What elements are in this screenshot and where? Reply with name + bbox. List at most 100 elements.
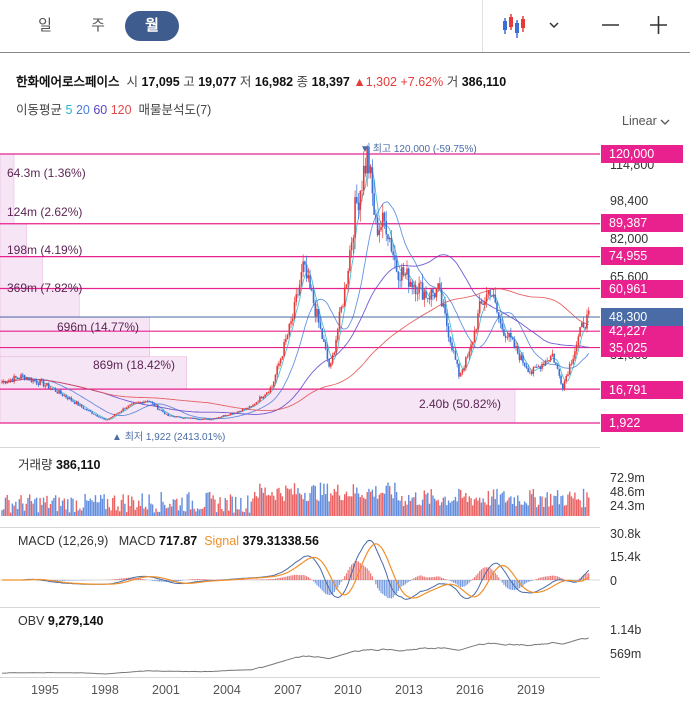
macd-histogram-bar <box>435 576 438 580</box>
price-chart[interactable] <box>0 140 600 445</box>
volume-bar <box>108 507 111 516</box>
volume-bar <box>472 505 474 516</box>
volume-axis-tick: 48.6m <box>610 485 645 499</box>
candle-body <box>127 405 130 408</box>
volume-bar <box>6 495 8 516</box>
candle-body <box>560 375 562 384</box>
macd-histogram-bar <box>286 576 289 580</box>
candle-body <box>144 401 147 402</box>
moving-average-legend[interactable]: 이동평균 5 20 60 120 매물분석도(7) <box>16 99 211 118</box>
candle-body <box>333 352 336 355</box>
volume-bar <box>560 496 562 516</box>
volume-bar <box>283 500 285 516</box>
volume-bar <box>537 504 540 516</box>
volume-bar <box>20 495 22 516</box>
candle-body <box>575 344 578 352</box>
macd-histogram-bar <box>190 579 192 580</box>
volume-bar <box>347 496 349 516</box>
minus-icon[interactable] <box>592 8 628 44</box>
candle-body <box>105 419 107 421</box>
candle-body <box>143 401 145 404</box>
volume-bar <box>241 511 244 516</box>
candle-body <box>283 341 285 357</box>
candle-body <box>177 416 180 418</box>
plus-icon[interactable] <box>640 8 676 44</box>
volume-bar <box>215 512 218 516</box>
volume-bar <box>110 510 112 516</box>
volume-bar <box>231 496 233 516</box>
candle-body <box>461 369 464 373</box>
high-label: 고 <box>183 75 195 89</box>
macd-histogram-bar <box>371 576 373 580</box>
scale-mode-select[interactable]: Linear <box>622 114 670 128</box>
macd-histogram-bar <box>584 574 586 580</box>
macd-histogram-bar <box>347 570 349 580</box>
macd-histogram-bar <box>151 580 154 581</box>
volume-bar <box>440 502 443 516</box>
tab-month[interactable]: 월 <box>125 11 179 41</box>
volume-bar <box>221 508 223 516</box>
volume-bar <box>562 495 564 516</box>
tab-day[interactable]: 일 <box>38 17 52 34</box>
tab-week[interactable]: 주 <box>91 17 105 34</box>
candle-body <box>42 380 45 387</box>
macd-histogram-bar <box>408 580 410 582</box>
macd-axis-tick: 30.8k <box>610 527 641 541</box>
macd-histogram-bar <box>325 580 327 594</box>
volume-bar <box>581 507 583 516</box>
volume-bar <box>375 486 377 516</box>
candle-body <box>466 356 469 358</box>
macd-histogram-bar <box>544 576 547 580</box>
macd-histogram-bar <box>321 580 323 591</box>
candle-body <box>70 397 73 401</box>
candle-body <box>198 419 201 421</box>
volume-bar <box>363 497 365 516</box>
volume-bar <box>536 507 538 516</box>
macd-histogram-bar <box>425 577 427 580</box>
macd-histogram-bar <box>200 579 202 580</box>
volume-axis-tick: 72.9m <box>610 471 645 485</box>
volume-bar <box>451 501 453 516</box>
candle-body <box>250 406 253 408</box>
macd-histogram-bar <box>174 580 176 582</box>
obv-chart[interactable] <box>0 608 600 678</box>
candle-body <box>304 261 306 265</box>
candle-body <box>131 403 133 405</box>
volume-bar <box>80 510 83 516</box>
candle-body <box>139 402 142 403</box>
volume-bar <box>183 510 185 516</box>
volume-profile-label[interactable]: 매물분석도(7) <box>138 103 212 117</box>
macd-chart[interactable] <box>0 528 600 603</box>
volume-chart[interactable] <box>0 448 600 518</box>
candle-body <box>477 313 479 330</box>
ma-label: 이동평균 <box>16 103 63 117</box>
low-label: 저 <box>239 75 252 89</box>
candle-body <box>184 417 187 419</box>
macd-histogram-bar <box>56 580 58 581</box>
candle-body <box>1 381 3 383</box>
chevron-down-icon[interactable] <box>540 8 568 44</box>
macd-histogram-bar <box>120 578 123 580</box>
macd-histogram-bar <box>562 578 564 580</box>
candlestick-icon[interactable] <box>496 8 532 44</box>
volume-bar <box>342 500 344 516</box>
candle-body <box>361 190 363 192</box>
price-line-label: 60,961 <box>601 280 683 298</box>
volume-bar <box>475 497 477 516</box>
macd-histogram-bar <box>370 573 372 580</box>
volume-bar <box>520 504 522 516</box>
candle-body <box>160 409 163 411</box>
volume-bar <box>146 509 149 516</box>
candle-body <box>293 301 296 319</box>
macd-histogram-bar <box>375 580 377 585</box>
macd-value: 717.87 <box>159 534 198 548</box>
candle-body <box>570 363 573 365</box>
volume-bar <box>144 506 147 516</box>
volume-bar <box>148 494 150 516</box>
volume-bar <box>233 512 235 516</box>
candle-body <box>252 404 254 407</box>
volume-bar <box>543 506 545 516</box>
macd-histogram-bar <box>318 580 320 587</box>
macd-histogram-bar <box>437 576 439 580</box>
volume-bar <box>1 510 3 516</box>
